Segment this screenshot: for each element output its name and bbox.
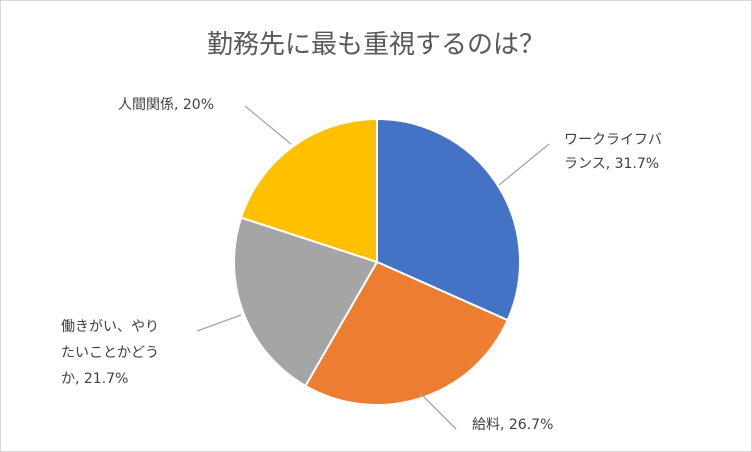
chart-title: 勤務先に最も重視するのは？ bbox=[207, 30, 545, 60]
data-label-relationships: 人間関係, 20% bbox=[118, 97, 214, 113]
data-label-line: 働きがい、やり bbox=[61, 319, 159, 335]
pie-slices bbox=[233, 117, 521, 406]
data-label-line: たいことかどう bbox=[61, 345, 159, 361]
data-label-line: ランス, 31.7% bbox=[564, 156, 659, 172]
leader-line-relationships bbox=[244, 105, 292, 145]
data-label-line: 人間関係, 20% bbox=[118, 97, 214, 113]
leader-lines bbox=[196, 105, 550, 430]
data-label-line: ワークライフバ bbox=[564, 132, 662, 148]
pie-slice-relationships bbox=[239, 117, 378, 264]
data-label-salary: 給料, 26.7% bbox=[472, 417, 553, 433]
data-label-line: 給料, 26.7% bbox=[472, 417, 553, 433]
pie-slice-work-life-balance bbox=[376, 117, 521, 322]
leader-line-rewarding-work bbox=[196, 314, 242, 332]
leader-line-work-life-balance bbox=[498, 143, 550, 186]
leader-line-salary bbox=[419, 392, 457, 430]
data-label-line: か, 21.7% bbox=[61, 371, 128, 387]
pie-slice-salary bbox=[304, 260, 509, 406]
pie-slice-rewarding-work bbox=[233, 216, 379, 388]
